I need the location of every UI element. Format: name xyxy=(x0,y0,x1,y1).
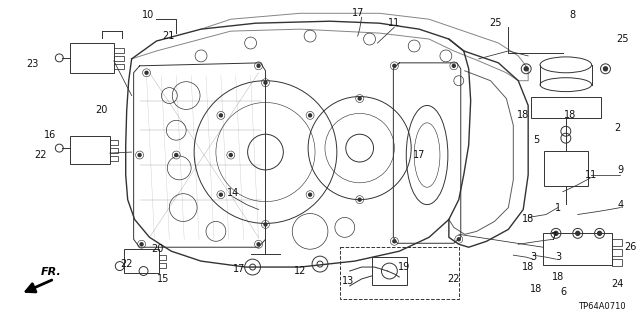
Text: 4: 4 xyxy=(618,200,623,210)
Text: 2: 2 xyxy=(614,123,621,133)
Circle shape xyxy=(229,153,232,157)
Text: 19: 19 xyxy=(398,262,410,272)
Text: 18: 18 xyxy=(552,272,564,282)
Text: FR.: FR. xyxy=(40,267,61,277)
Circle shape xyxy=(140,243,143,246)
Bar xyxy=(544,151,588,186)
Text: 10: 10 xyxy=(142,10,155,20)
Text: 23: 23 xyxy=(26,59,38,69)
Bar xyxy=(340,247,459,299)
Circle shape xyxy=(524,67,528,71)
Text: 17: 17 xyxy=(413,150,426,160)
Text: 18: 18 xyxy=(522,214,534,225)
Text: 22: 22 xyxy=(34,150,47,160)
Circle shape xyxy=(145,71,148,74)
Text: 26: 26 xyxy=(624,242,636,252)
Text: 18: 18 xyxy=(564,110,576,120)
Bar xyxy=(372,257,407,285)
Text: 11: 11 xyxy=(388,18,401,28)
Bar xyxy=(114,64,124,69)
Text: 7: 7 xyxy=(550,232,556,242)
Text: 1: 1 xyxy=(555,203,561,212)
Text: 22: 22 xyxy=(447,274,460,284)
Text: 22: 22 xyxy=(120,259,133,269)
Text: 5: 5 xyxy=(533,135,540,145)
Text: 25: 25 xyxy=(616,34,628,44)
Circle shape xyxy=(576,231,580,235)
Text: 3: 3 xyxy=(530,252,536,262)
Text: 14: 14 xyxy=(227,188,239,198)
Text: 24: 24 xyxy=(611,279,623,289)
Text: 11: 11 xyxy=(584,170,596,180)
Circle shape xyxy=(175,153,178,157)
Text: 12: 12 xyxy=(294,266,307,276)
Text: 20: 20 xyxy=(96,106,108,115)
Circle shape xyxy=(308,193,312,196)
Circle shape xyxy=(554,231,558,235)
Text: 6: 6 xyxy=(561,287,567,297)
Bar xyxy=(159,255,166,260)
Circle shape xyxy=(604,67,607,71)
Text: 13: 13 xyxy=(342,276,354,286)
Bar xyxy=(612,249,622,256)
Text: 15: 15 xyxy=(157,274,170,284)
Bar xyxy=(612,239,622,246)
Text: 20: 20 xyxy=(151,244,164,254)
Bar xyxy=(70,43,114,73)
Circle shape xyxy=(264,223,267,226)
Text: 16: 16 xyxy=(44,130,56,140)
Bar xyxy=(70,136,110,164)
Bar xyxy=(110,140,118,145)
Text: 18: 18 xyxy=(530,284,542,294)
Circle shape xyxy=(393,64,396,67)
Text: 9: 9 xyxy=(618,165,623,175)
Circle shape xyxy=(257,64,260,67)
Bar xyxy=(114,48,124,53)
Circle shape xyxy=(393,240,396,243)
Text: 17: 17 xyxy=(232,264,245,274)
Circle shape xyxy=(358,198,361,201)
Text: TP64A0710: TP64A0710 xyxy=(578,302,625,311)
Bar xyxy=(114,56,124,61)
Circle shape xyxy=(358,97,361,100)
Circle shape xyxy=(220,193,222,196)
Text: 18: 18 xyxy=(517,110,529,120)
Circle shape xyxy=(452,64,455,67)
Bar xyxy=(110,148,118,153)
Circle shape xyxy=(308,114,312,117)
Text: 21: 21 xyxy=(162,31,175,41)
Bar xyxy=(124,249,159,273)
Circle shape xyxy=(264,81,267,84)
Text: 25: 25 xyxy=(489,18,502,28)
Circle shape xyxy=(458,238,460,241)
Bar xyxy=(110,156,118,161)
Bar xyxy=(612,259,622,266)
Text: 17: 17 xyxy=(351,8,364,18)
Bar xyxy=(531,97,600,118)
Bar xyxy=(543,234,612,265)
Text: 3: 3 xyxy=(555,252,561,262)
Circle shape xyxy=(138,153,141,157)
Circle shape xyxy=(257,243,260,246)
Circle shape xyxy=(220,114,222,117)
Bar xyxy=(159,263,166,268)
Text: 18: 18 xyxy=(522,262,534,272)
Circle shape xyxy=(598,231,602,235)
Text: 8: 8 xyxy=(570,10,576,20)
